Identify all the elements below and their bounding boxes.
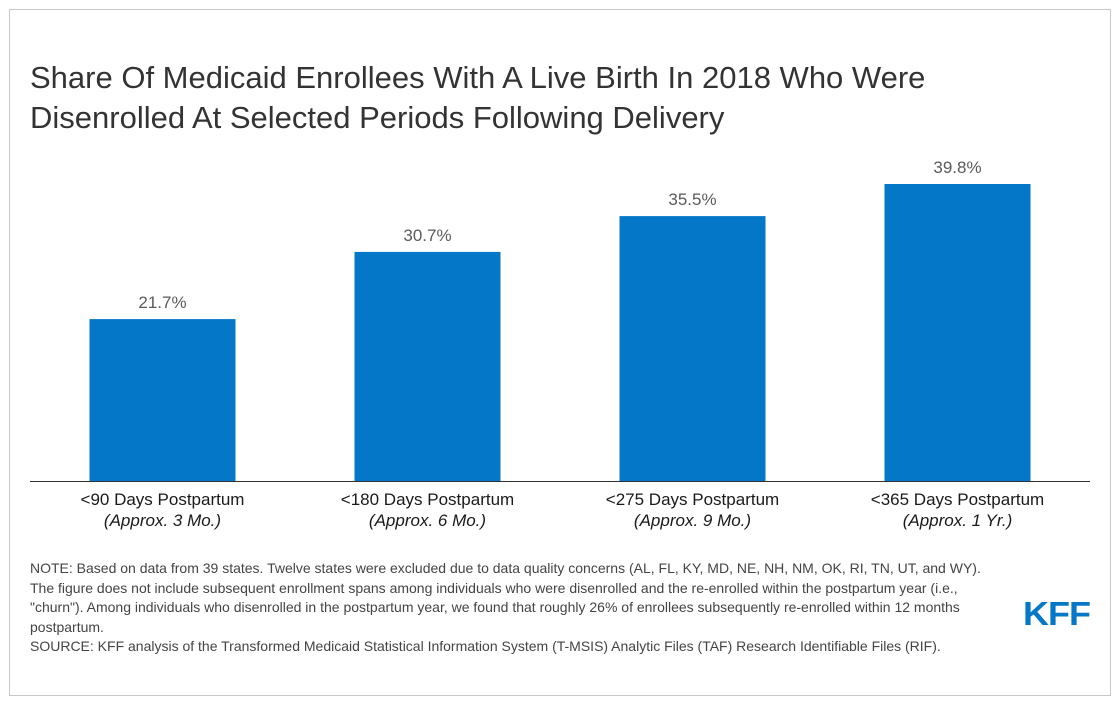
- chart-notes: NOTE: Based on data from 39 states. Twel…: [30, 559, 1005, 657]
- kff-logo: KFF: [1023, 594, 1091, 633]
- source-text: SOURCE: KFF analysis of the Transformed …: [30, 638, 941, 654]
- chart-title-line-2: Disenrolled At Selected Periods Followin…: [30, 100, 725, 135]
- chart-title: Share Of Medicaid Enrollees With A Live …: [30, 58, 1030, 138]
- chart-title-line-1: Share Of Medicaid Enrollees With A Live …: [30, 60, 926, 95]
- note-text: NOTE: Based on data from 39 states. Twel…: [30, 560, 981, 635]
